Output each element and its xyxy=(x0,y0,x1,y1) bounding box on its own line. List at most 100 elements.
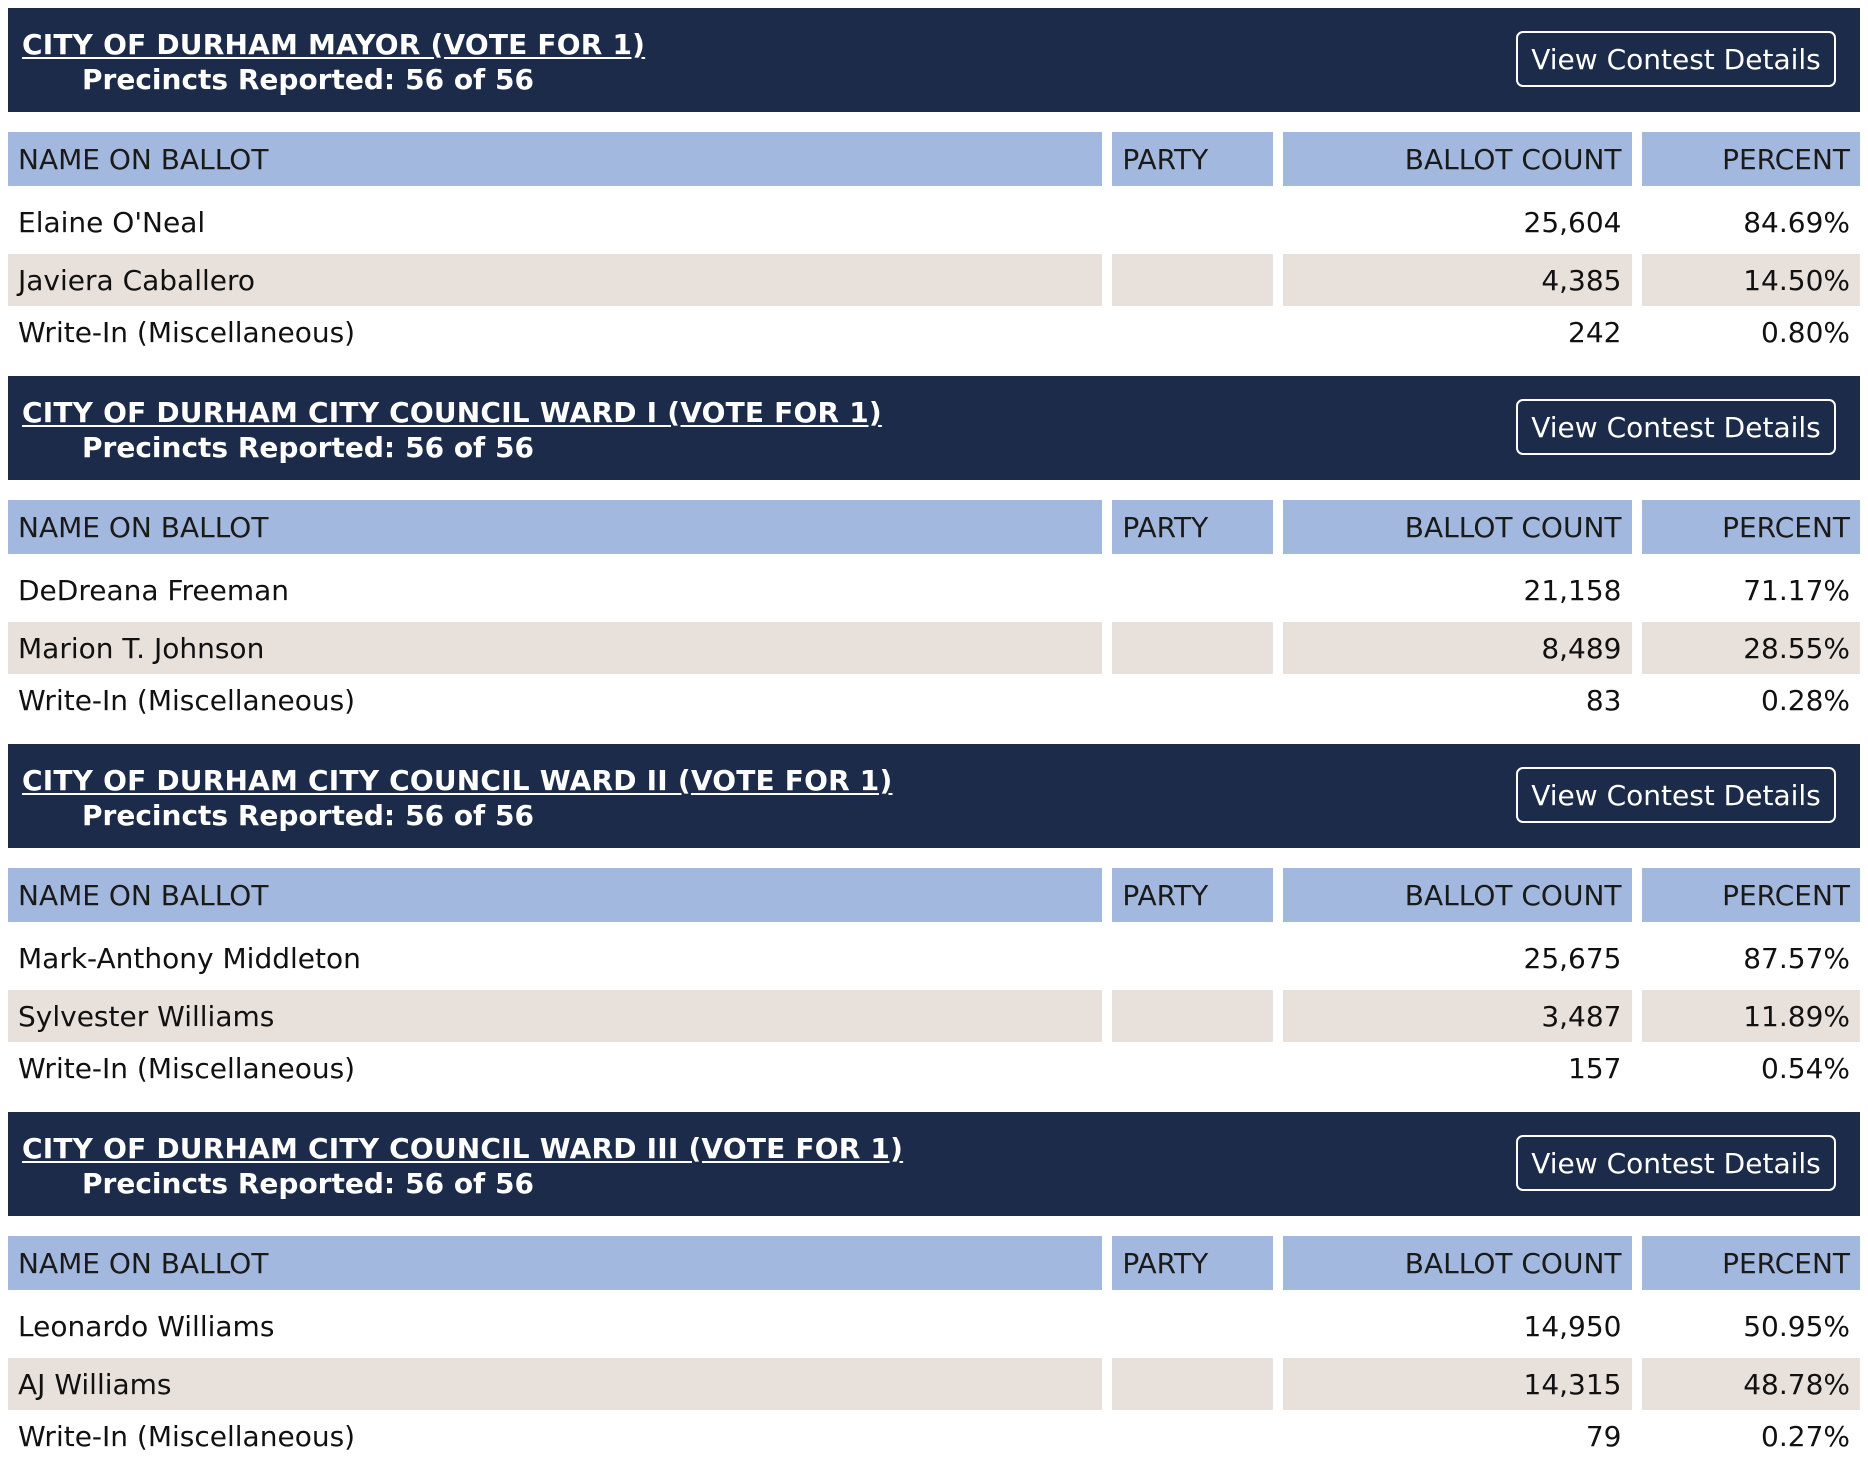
contest-section: CITY OF DURHAM MAYOR (VOTE FOR 1) Precin… xyxy=(8,8,1860,358)
results-table: NAME ON BALLOT PARTY BALLOT COUNT PERCEN… xyxy=(0,132,1868,358)
candidate-percent: 48.78% xyxy=(1641,1358,1860,1410)
candidate-party xyxy=(1112,922,1272,990)
candidate-party xyxy=(1112,186,1272,254)
candidate-row: Mark-Anthony Middleton 25,675 87.57% xyxy=(8,922,1860,990)
results-body: Elaine O'Neal 25,604 84.69% Javiera Caba… xyxy=(8,186,1860,358)
precincts-reported: Precincts Reported: 56 of 56 xyxy=(82,431,1846,464)
column-header-name: NAME ON BALLOT xyxy=(8,500,1103,554)
column-header-party: PARTY xyxy=(1112,132,1273,186)
column-header-party: PARTY xyxy=(1112,868,1273,922)
candidate-percent: 14.50% xyxy=(1641,254,1860,306)
candidate-party xyxy=(1112,1290,1272,1358)
results-table: NAME ON BALLOT PARTY BALLOT COUNT PERCEN… xyxy=(0,500,1868,726)
candidate-party xyxy=(1112,1358,1273,1410)
column-header-name: NAME ON BALLOT xyxy=(8,868,1103,922)
contest-header: CITY OF DURHAM CITY COUNCIL WARD II (VOT… xyxy=(8,744,1860,848)
candidate-row: Write-In (Miscellaneous) 83 0.28% xyxy=(8,674,1860,726)
candidate-party xyxy=(1112,622,1273,674)
view-contest-details-button[interactable]: View Contest Details xyxy=(1516,399,1836,455)
results-table: NAME ON BALLOT PARTY BALLOT COUNT PERCEN… xyxy=(0,868,1868,1094)
candidate-row: Write-In (Miscellaneous) 242 0.80% xyxy=(8,306,1860,358)
candidate-ballot-count: 14,315 xyxy=(1282,1358,1632,1410)
candidate-ballot-count: 14,950 xyxy=(1523,1309,1622,1343)
contest-title-link[interactable]: CITY OF DURHAM CITY COUNCIL WARD I (VOTE… xyxy=(22,396,882,429)
candidate-percent: 87.57% xyxy=(1743,941,1850,975)
column-header-ballot-count: BALLOT COUNT xyxy=(1282,868,1632,922)
results-body: Leonardo Williams 14,950 50.95% AJ Willi… xyxy=(8,1290,1860,1462)
column-header-name: NAME ON BALLOT xyxy=(8,1236,1103,1290)
candidate-percent: 28.55% xyxy=(1641,622,1860,674)
precincts-value: 56 of 56 xyxy=(405,63,534,96)
candidate-ballot-count: 21,158 xyxy=(1523,573,1622,607)
contest-title-link[interactable]: CITY OF DURHAM CITY COUNCIL WARD II (VOT… xyxy=(22,764,893,797)
candidate-row: AJ Williams 14,315 48.78% xyxy=(8,1358,1860,1410)
candidate-row: Javiera Caballero 4,385 14.50% xyxy=(8,254,1860,306)
column-header-ballot-count: BALLOT COUNT xyxy=(1282,132,1632,186)
candidate-party xyxy=(1112,254,1273,306)
candidate-name: Mark-Anthony Middleton xyxy=(18,941,361,975)
contest-header: CITY OF DURHAM MAYOR (VOTE FOR 1) Precin… xyxy=(8,8,1860,112)
view-contest-details-button[interactable]: View Contest Details xyxy=(1516,31,1836,87)
candidate-party xyxy=(1112,990,1273,1042)
column-header-percent: PERCENT xyxy=(1641,500,1860,554)
candidate-ballot-count: 25,675 xyxy=(1523,941,1622,975)
candidate-ballot-count: 242 xyxy=(1568,315,1622,349)
precincts-label: Precincts Reported: xyxy=(82,63,396,96)
precincts-label: Precincts Reported: xyxy=(82,799,396,832)
candidate-percent: 84.69% xyxy=(1743,205,1850,239)
candidate-ballot-count: 79 xyxy=(1585,1419,1622,1453)
precincts-value: 56 of 56 xyxy=(405,1167,534,1200)
candidate-row: Write-In (Miscellaneous) 157 0.54% xyxy=(8,1042,1860,1094)
candidate-ballot-count: 83 xyxy=(1585,683,1622,717)
candidate-ballot-count: 4,385 xyxy=(1282,254,1632,306)
column-header-percent: PERCENT xyxy=(1641,132,1860,186)
column-header-percent: PERCENT xyxy=(1641,868,1860,922)
precincts-value: 56 of 56 xyxy=(405,431,534,464)
candidate-ballot-count: 8,489 xyxy=(1282,622,1632,674)
precincts-label: Precincts Reported: xyxy=(82,1167,396,1200)
candidate-row: Leonardo Williams 14,950 50.95% xyxy=(8,1290,1860,1358)
candidate-name: Write-In (Miscellaneous) xyxy=(18,1051,356,1085)
precincts-reported: Precincts Reported: 56 of 56 xyxy=(82,799,1846,832)
results-table: NAME ON BALLOT PARTY BALLOT COUNT PERCEN… xyxy=(0,1236,1868,1462)
contest-header: CITY OF DURHAM CITY COUNCIL WARD I (VOTE… xyxy=(8,376,1860,480)
column-header-ballot-count: BALLOT COUNT xyxy=(1282,500,1632,554)
contest-title-link[interactable]: CITY OF DURHAM CITY COUNCIL WARD III (VO… xyxy=(22,1132,904,1165)
column-header-percent: PERCENT xyxy=(1641,1236,1860,1290)
precincts-reported: Precincts Reported: 56 of 56 xyxy=(82,63,1846,96)
candidate-percent: 71.17% xyxy=(1743,573,1850,607)
candidate-name: Javiera Caballero xyxy=(8,254,1103,306)
candidate-percent: 50.95% xyxy=(1743,1309,1850,1343)
candidate-percent: 0.54% xyxy=(1761,1051,1850,1085)
candidate-party xyxy=(1112,554,1272,622)
contest-header: CITY OF DURHAM CITY COUNCIL WARD III (VO… xyxy=(8,1112,1860,1216)
candidate-ballot-count: 157 xyxy=(1568,1051,1622,1085)
candidate-row: Write-In (Miscellaneous) 79 0.27% xyxy=(8,1410,1860,1462)
candidate-name: Marion T. Johnson xyxy=(8,622,1103,674)
candidate-ballot-count: 25,604 xyxy=(1523,205,1622,239)
view-contest-details-button[interactable]: View Contest Details xyxy=(1516,1135,1836,1191)
candidate-name: Write-In (Miscellaneous) xyxy=(18,315,356,349)
candidate-name: Write-In (Miscellaneous) xyxy=(18,1419,356,1453)
results-body: Mark-Anthony Middleton 25,675 87.57% Syl… xyxy=(8,922,1860,1094)
candidate-ballot-count: 3,487 xyxy=(1282,990,1632,1042)
precincts-label: Precincts Reported: xyxy=(82,431,396,464)
candidate-percent: 0.80% xyxy=(1761,315,1850,349)
candidate-percent: 0.27% xyxy=(1761,1419,1850,1453)
candidate-name: Write-In (Miscellaneous) xyxy=(18,683,356,717)
candidate-party xyxy=(1112,1410,1272,1462)
column-header-name: NAME ON BALLOT xyxy=(8,132,1103,186)
column-header-ballot-count: BALLOT COUNT xyxy=(1282,1236,1632,1290)
column-header-row: NAME ON BALLOT PARTY BALLOT COUNT PERCEN… xyxy=(8,500,1860,554)
view-contest-details-button[interactable]: View Contest Details xyxy=(1516,767,1836,823)
candidate-name: AJ Williams xyxy=(8,1358,1103,1410)
contest-section: CITY OF DURHAM CITY COUNCIL WARD III (VO… xyxy=(8,1112,1860,1462)
contest-title-link[interactable]: CITY OF DURHAM MAYOR (VOTE FOR 1) xyxy=(22,28,646,61)
candidate-name: Leonardo Williams xyxy=(18,1309,275,1343)
column-header-row: NAME ON BALLOT PARTY BALLOT COUNT PERCEN… xyxy=(8,1236,1860,1290)
column-header-row: NAME ON BALLOT PARTY BALLOT COUNT PERCEN… xyxy=(8,132,1860,186)
candidate-percent: 0.28% xyxy=(1761,683,1850,717)
contest-section: CITY OF DURHAM CITY COUNCIL WARD I (VOTE… xyxy=(8,376,1860,726)
candidate-name: DeDreana Freeman xyxy=(18,573,290,607)
candidate-row: Marion T. Johnson 8,489 28.55% xyxy=(8,622,1860,674)
